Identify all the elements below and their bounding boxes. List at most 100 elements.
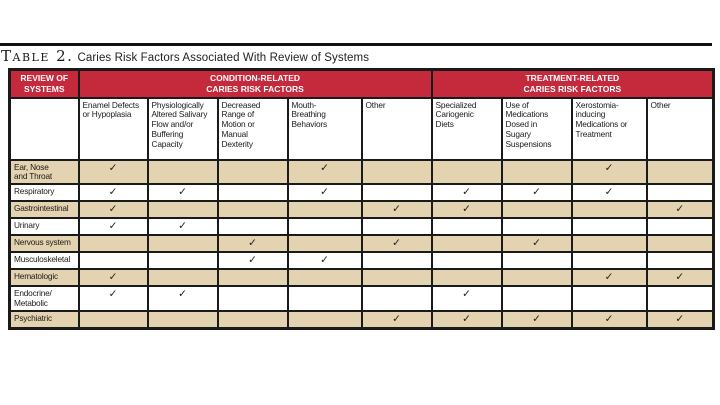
empty-cell xyxy=(146,268,219,288)
check-cell: ✓ xyxy=(286,183,363,203)
column-header-cariogenic-diets: Specialized Cariogenic Diets xyxy=(430,96,503,161)
empty-cell xyxy=(286,217,363,237)
check-cell: ✓ xyxy=(500,183,573,203)
check-cell: ✓ xyxy=(360,234,433,254)
empty-cell xyxy=(286,268,363,288)
empty-cell xyxy=(286,234,363,254)
empty-cell xyxy=(430,268,503,288)
empty-cell xyxy=(146,234,219,254)
empty-cell xyxy=(570,200,648,220)
empty-cell xyxy=(146,310,219,330)
table-row: Gastrointestinal ✓ ✓ ✓ ✓ xyxy=(8,200,715,220)
empty-cell xyxy=(500,251,573,271)
empty-cell xyxy=(360,217,433,237)
empty-cell xyxy=(216,268,289,288)
top-rule xyxy=(0,43,712,46)
check-cell: ✓ xyxy=(146,285,219,313)
empty-cell xyxy=(645,285,715,313)
row-label: Musculoskeletal xyxy=(8,251,80,271)
check-cell: ✓ xyxy=(146,217,219,237)
empty-cell xyxy=(216,200,289,220)
check-cell: ✓ xyxy=(430,310,503,330)
table-row: Endocrine/ Metabolic ✓ ✓ ✓ xyxy=(8,285,715,313)
column-header-mouth-breathing: Mouth- Breathing Behaviors xyxy=(286,96,363,161)
column-header-other-condition: Other xyxy=(360,96,433,161)
check-cell: ✓ xyxy=(500,310,573,330)
empty-cell xyxy=(77,251,149,271)
empty-cell xyxy=(645,251,715,271)
check-cell: ✓ xyxy=(430,200,503,220)
check-cell: ✓ xyxy=(430,285,503,313)
row-label: Nervous system xyxy=(8,234,80,254)
check-cell: ✓ xyxy=(77,158,149,186)
table-row: Hematologic ✓ ✓ ✓ xyxy=(8,268,715,288)
row-label: Urinary xyxy=(8,217,80,237)
check-cell: ✓ xyxy=(77,183,149,203)
empty-cell xyxy=(500,217,573,237)
empty-cell xyxy=(645,183,715,203)
table-row: Ear, Nose and Throat ✓ ✓ ✓ xyxy=(8,158,715,186)
check-cell: ✓ xyxy=(216,234,289,254)
empty-cell xyxy=(570,234,648,254)
empty-cell xyxy=(430,158,503,186)
empty-cell xyxy=(146,200,219,220)
table-row: Respiratory ✓ ✓ ✓ ✓ ✓ ✓ xyxy=(8,183,715,203)
empty-cell xyxy=(77,310,149,330)
empty-cell xyxy=(570,251,648,271)
column-header-salivary-flow: Physiologically Altered Salivary Flow an… xyxy=(146,96,219,161)
empty-cell xyxy=(216,310,289,330)
empty-cell xyxy=(645,234,715,254)
table-row: Musculoskeletal ✓ ✓ xyxy=(8,251,715,271)
check-cell: ✓ xyxy=(645,310,715,330)
check-cell: ✓ xyxy=(77,285,149,313)
row-label: Gastrointestinal xyxy=(8,200,80,220)
row-label: Psychiatric xyxy=(8,310,80,330)
group-header-treatment: TREATMENT-RELATED CARIES RISK FACTORS xyxy=(430,68,715,99)
empty-cell xyxy=(360,183,433,203)
empty-cell xyxy=(430,217,503,237)
empty-cell xyxy=(286,310,363,330)
column-header-decreased-range: Decreased Range of Motion or Manual Dext… xyxy=(216,96,289,161)
empty-cell xyxy=(360,251,433,271)
check-cell: ✓ xyxy=(645,268,715,288)
empty-cell xyxy=(360,268,433,288)
column-header-sugary-suspensions: Use of Medications Dosed in Sugary Suspe… xyxy=(500,96,573,161)
empty-cell xyxy=(286,285,363,313)
check-cell: ✓ xyxy=(570,268,648,288)
caries-risk-table: REVIEW OF SYSTEMS CONDITION-RELATED CARI… xyxy=(8,68,716,330)
group-header-condition: CONDITION-RELATED CARIES RISK FACTORS xyxy=(77,68,433,99)
corner-header: REVIEW OF SYSTEMS xyxy=(8,68,80,99)
check-cell: ✓ xyxy=(570,310,648,330)
row-label: Respiratory xyxy=(8,183,80,203)
empty-cell xyxy=(500,268,573,288)
table-row: Psychiatric ✓ ✓ ✓ ✓ ✓ xyxy=(8,310,715,330)
empty-cell xyxy=(216,217,289,237)
empty-cell xyxy=(430,251,503,271)
check-cell: ✓ xyxy=(500,234,573,254)
column-header-xerostomia: Xerostomia- inducing Medications or Trea… xyxy=(570,96,648,161)
check-cell: ✓ xyxy=(570,158,648,186)
check-cell: ✓ xyxy=(77,217,149,237)
check-cell: ✓ xyxy=(216,251,289,271)
empty-cell xyxy=(430,234,503,254)
empty-cell xyxy=(360,285,433,313)
column-header-row: Enamel Defects or Hypoplasia Physiologic… xyxy=(8,96,715,161)
check-cell: ✓ xyxy=(360,310,433,330)
empty-cell xyxy=(216,285,289,313)
empty-cell xyxy=(500,200,573,220)
empty-cell xyxy=(146,158,219,186)
table-title-text: Caries Risk Factors Associated With Revi… xyxy=(77,52,370,64)
empty-cell xyxy=(216,183,289,203)
column-header-enamel-defects: Enamel Defects or Hypoplasia xyxy=(77,96,149,161)
row-label: Hematologic xyxy=(8,268,80,288)
empty-cell xyxy=(570,285,648,313)
table-row: Nervous system ✓ ✓ ✓ xyxy=(8,234,715,254)
empty-cell xyxy=(216,158,289,186)
table-title-label: Table 2. xyxy=(1,47,74,65)
table-row: Urinary ✓ ✓ xyxy=(8,217,715,237)
empty-header-cell xyxy=(8,96,80,161)
check-cell: ✓ xyxy=(645,200,715,220)
empty-cell xyxy=(286,200,363,220)
empty-cell xyxy=(146,251,219,271)
check-cell: ✓ xyxy=(146,183,219,203)
